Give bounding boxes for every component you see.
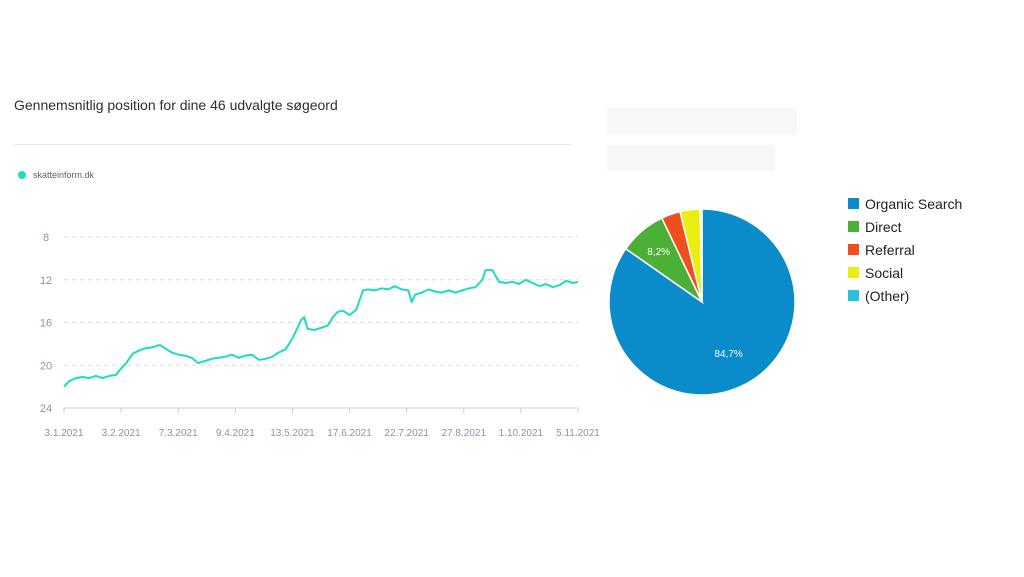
y-tick-label: 8: [43, 232, 49, 244]
x-tick-label: 27.8.2021: [442, 428, 487, 439]
series-line: [63, 269, 579, 388]
pie-legend-swatch: [848, 198, 859, 209]
line-legend[interactable]: skatteinform.dk: [18, 170, 94, 180]
pie-legend-item[interactable]: Social: [848, 261, 962, 284]
pie-title-placeholder: [607, 108, 797, 134]
x-tick-label: 1.10.2021: [499, 428, 544, 439]
x-tick-label: 5.11.2021: [556, 428, 600, 439]
pie-legend-item[interactable]: (Other): [848, 284, 962, 307]
y-tick-label: 20: [40, 360, 52, 372]
pie-legend-label: Organic Search: [865, 195, 963, 212]
line-chart-title: Gennemsnitlig position for dine 46 udval…: [14, 97, 338, 113]
pie-legend-item[interactable]: Direct: [848, 215, 962, 238]
pie-slice-label: 8,2%: [647, 247, 670, 258]
pie-legend-label: Social: [865, 264, 904, 281]
legend-label: skatteinform.dk: [33, 170, 95, 180]
x-tick-label: 7.3.2021: [159, 428, 198, 439]
pie-legend-label: (Other): [865, 287, 910, 304]
pie-legend-swatch: [848, 244, 859, 255]
pie-legend-item[interactable]: Referral: [848, 238, 962, 261]
x-tick-label: 13.5.2021: [270, 428, 315, 439]
legend-dot: [18, 171, 26, 179]
x-tick-label: 17.6.2021: [327, 428, 372, 439]
pie-chart: 84,7% 8,2%: [608, 208, 796, 396]
pie-slice-label: 84,7%: [714, 349, 742, 360]
pie-legend-swatch: [848, 221, 859, 232]
x-tick-label: 3.1.2021: [45, 428, 84, 439]
line-chart: 8 12 16 20 24 3.1.2021 3.2.2021 7.3.2021 9.4.202…: [40, 232, 600, 439]
y-tick-label: 12: [40, 275, 52, 287]
pie-legend-swatch: [848, 290, 859, 301]
pie-slice[interactable]: [699, 208, 703, 303]
title-divider: [14, 144, 572, 145]
x-tick-label: 22.7.2021: [384, 428, 429, 439]
pie-legend: Organic Search Direct Referral Social (Other…: [848, 192, 962, 307]
y-tick-label: 16: [40, 318, 52, 330]
y-tick-label: 24: [40, 403, 52, 415]
pie-legend-item[interactable]: Organic Search: [848, 192, 962, 215]
pie-legend-label: Referral: [865, 241, 915, 258]
pie-slice[interactable]: [608, 208, 796, 396]
x-tick-label: 3.2.2021: [102, 428, 141, 439]
pie-legend-label: Direct: [865, 218, 902, 235]
pie-subtitle-placeholder: [607, 145, 775, 171]
x-tick-label: 9.4.2021: [216, 428, 255, 439]
pie-legend-swatch: [848, 267, 859, 278]
